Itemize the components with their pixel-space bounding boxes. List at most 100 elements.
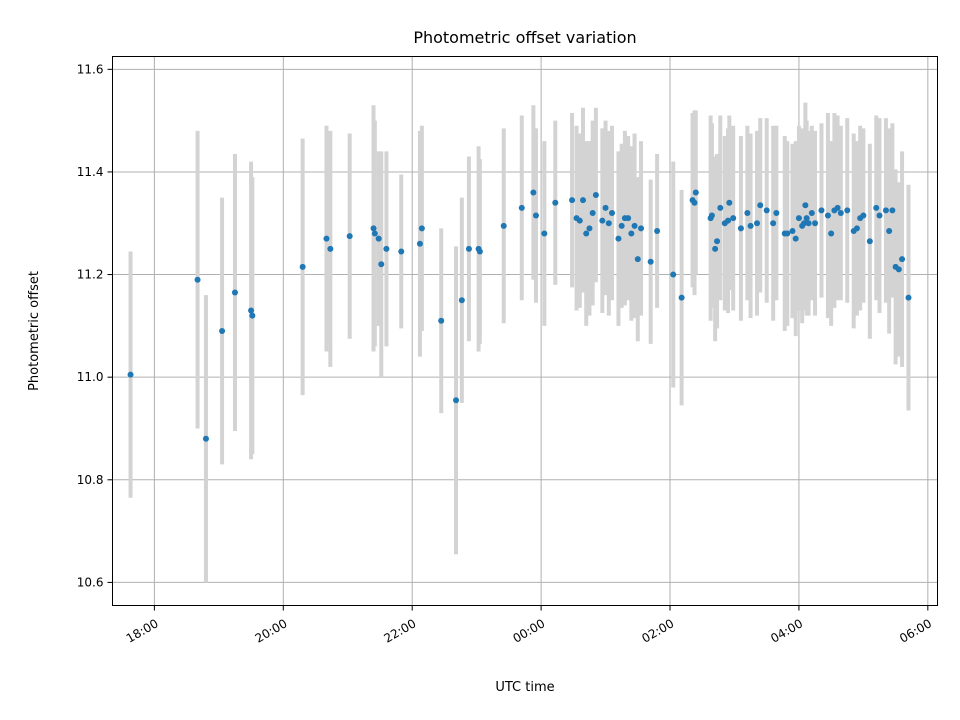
- data-point: [757, 202, 764, 209]
- data-point: [569, 197, 576, 204]
- data-point: [453, 397, 460, 404]
- data-point: [801, 220, 808, 227]
- data-point: [654, 227, 661, 234]
- data-point: [552, 199, 559, 206]
- data-point: [889, 207, 896, 214]
- data-point: [803, 215, 810, 222]
- data-point: [692, 189, 699, 196]
- data-point: [327, 245, 334, 252]
- data-point: [580, 197, 587, 204]
- data-point: [586, 225, 593, 232]
- data-point: [773, 209, 780, 216]
- data-point: [844, 207, 851, 214]
- data-point: [589, 209, 596, 216]
- data-point: [346, 233, 353, 240]
- data-point: [299, 263, 306, 270]
- data-point: [418, 225, 425, 232]
- data-point: [808, 209, 815, 216]
- data-point: [905, 294, 912, 301]
- point-layer: [127, 189, 912, 442]
- data-point: [895, 266, 902, 273]
- data-point: [398, 248, 405, 255]
- data-point: [202, 435, 209, 442]
- data-point: [754, 220, 761, 227]
- data-point: [725, 217, 732, 224]
- data-point: [678, 294, 685, 301]
- data-point: [518, 204, 525, 211]
- data-point: [834, 204, 841, 211]
- plot-frame: [112, 56, 938, 606]
- data-point: [691, 199, 698, 206]
- data-point: [818, 207, 825, 214]
- data-point: [476, 248, 483, 255]
- data-point: [792, 235, 799, 242]
- x-axis-label: UTC time: [495, 680, 554, 695]
- data-point: [127, 371, 134, 378]
- data-point: [609, 209, 616, 216]
- data-point: [370, 225, 377, 232]
- data-point: [634, 256, 641, 263]
- data-point: [458, 297, 465, 304]
- data-point: [860, 212, 867, 219]
- data-point: [438, 317, 445, 324]
- data-point: [638, 225, 645, 232]
- data-point: [592, 192, 599, 199]
- data-point: [805, 220, 812, 227]
- data-point: [737, 225, 744, 232]
- data-point: [541, 230, 548, 237]
- data-point: [714, 238, 721, 245]
- data-point: [747, 222, 754, 229]
- data-point: [416, 240, 423, 247]
- chart-title: Photometric offset variation: [413, 28, 636, 47]
- data-point: [717, 204, 724, 211]
- data-point: [625, 215, 632, 222]
- data-point: [194, 276, 201, 283]
- data-point: [583, 230, 590, 237]
- data-point: [465, 245, 472, 252]
- data-point: [770, 220, 777, 227]
- y-tick-label: 11.4: [77, 165, 104, 179]
- data-point: [784, 230, 791, 237]
- data-point: [828, 230, 835, 237]
- data-point: [876, 212, 883, 219]
- data-point: [532, 212, 539, 219]
- data-point: [712, 245, 719, 252]
- y-tick-label: 11.2: [77, 268, 104, 282]
- y-tick-label: 11.0: [77, 370, 104, 384]
- data-point: [599, 217, 606, 224]
- y-tick-label: 10.6: [77, 575, 104, 589]
- data-point: [886, 227, 893, 234]
- data-point: [726, 199, 733, 206]
- data-point: [631, 222, 638, 229]
- data-point: [576, 217, 583, 224]
- data-point: [378, 261, 385, 268]
- data-point: [383, 245, 390, 252]
- data-point: [837, 209, 844, 216]
- data-point: [323, 235, 330, 242]
- data-point: [530, 189, 537, 196]
- data-point: [231, 289, 238, 296]
- data-point: [708, 212, 715, 219]
- data-point: [853, 225, 860, 232]
- data-point: [219, 328, 226, 334]
- data-point: [615, 235, 622, 242]
- data-point: [730, 215, 737, 222]
- y-tick-label: 11.6: [77, 62, 104, 76]
- y-axis-label: Photometric offset: [27, 271, 42, 391]
- data-point: [647, 258, 654, 265]
- data-point: [371, 230, 378, 237]
- data-point: [744, 209, 751, 216]
- data-point: [618, 222, 625, 229]
- y-tick-label: 10.8: [77, 473, 104, 487]
- data-point: [248, 307, 255, 314]
- data-point: [375, 235, 382, 242]
- data-point: [873, 204, 880, 211]
- data-point: [899, 256, 906, 263]
- data-point: [628, 230, 635, 237]
- data-point: [824, 212, 831, 219]
- data-point: [882, 207, 889, 214]
- data-point: [602, 204, 609, 211]
- data-point: [866, 238, 873, 245]
